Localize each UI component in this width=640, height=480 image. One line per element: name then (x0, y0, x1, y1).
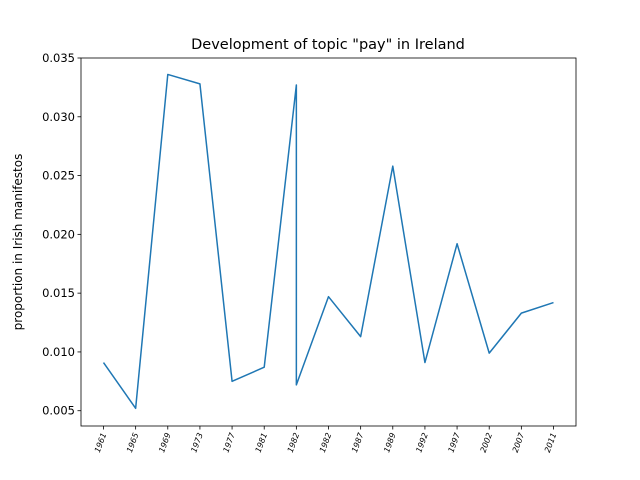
x-tick-label: 1969 (157, 432, 172, 454)
y-tick-label: 0.015 (42, 286, 75, 300)
x-tick-label: 2007 (511, 431, 527, 454)
x-tick-label: 1982 (286, 432, 301, 454)
x-tick-label: 2011 (543, 432, 558, 454)
x-tick-label: 1992 (414, 432, 429, 454)
x-tick-label: 1981 (254, 432, 269, 454)
y-tick-label: 0.030 (42, 110, 75, 124)
y-tick-label: 0.035 (42, 51, 75, 65)
x-tick-label: 1997 (447, 431, 463, 454)
x-tick-label: 1982 (318, 432, 333, 454)
data-line (102, 73, 554, 410)
x-tick-label: 1989 (382, 432, 397, 454)
y-tick-label: 0.010 (42, 345, 75, 359)
x-tick-label: 1965 (125, 432, 140, 454)
y-tick-label: 0.005 (42, 404, 75, 418)
y-tick-label: 0.025 (42, 169, 75, 183)
y-axis-label: proportion in Irish manifestos (11, 154, 25, 331)
plot-frame (80, 57, 577, 427)
chart-title: Development of topic "pay" in Ireland (191, 37, 465, 53)
x-tick-label: 2002 (479, 432, 494, 454)
x-tick-label: 1987 (350, 431, 366, 454)
x-tick-label: 1973 (189, 432, 204, 454)
x-tick-label: 1961 (93, 432, 108, 454)
y-tick-label: 0.020 (42, 227, 75, 241)
x-tick-label: 1977 (222, 431, 238, 454)
